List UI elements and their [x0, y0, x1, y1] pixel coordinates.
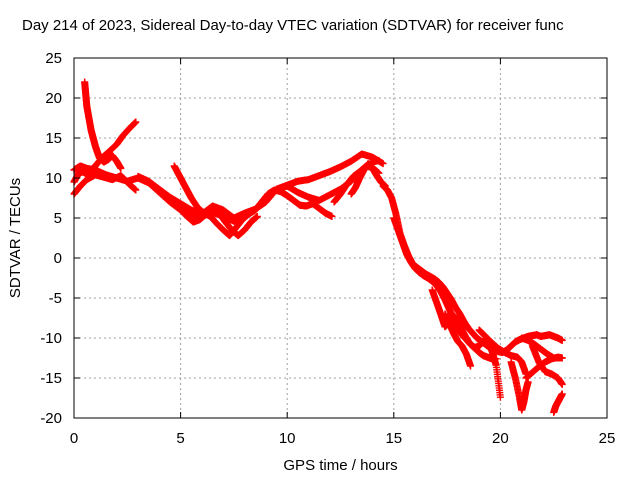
data-point	[496, 393, 504, 401]
y-tick-label: 20	[45, 90, 62, 107]
y-axis-label: SDTVAR / TECUs	[7, 178, 24, 298]
series-trace-6	[170, 162, 336, 240]
x-axis-label: GPS time / hours	[283, 457, 397, 474]
series-trace-10	[379, 182, 566, 356]
x-tick-label: 5	[176, 430, 184, 447]
data-point	[132, 118, 140, 126]
data-point	[375, 156, 383, 164]
y-tick-label: -20	[40, 410, 62, 427]
y-tick-label: 25	[45, 50, 62, 67]
data-point	[467, 362, 475, 370]
y-tick-label: -15	[40, 370, 62, 387]
data-point	[117, 164, 125, 172]
series-trace-15	[507, 358, 532, 414]
series-trace-17	[528, 342, 566, 388]
data-points	[70, 78, 566, 416]
x-tick-label: 0	[70, 430, 78, 447]
data-point	[558, 390, 566, 398]
data-point	[379, 160, 387, 168]
series-trace-1	[81, 78, 125, 172]
data-point	[328, 212, 336, 220]
data-point	[253, 212, 261, 220]
series-trace-9	[347, 160, 389, 198]
y-tick-label: -10	[40, 330, 62, 347]
x-tick-label: 25	[599, 430, 616, 447]
chart-title: Day 214 of 2023, Sidereal Day-to-day VTE…	[22, 17, 564, 34]
y-tick-label: 5	[54, 210, 62, 227]
data-point	[558, 336, 566, 344]
series-trace-19	[550, 390, 566, 416]
x-tick-label: 10	[279, 430, 296, 447]
x-tick-label: 20	[492, 430, 509, 447]
grid-lines	[74, 58, 607, 418]
y-tick-label: 0	[54, 250, 62, 267]
plot-frame	[73, 57, 608, 419]
series-trace-7	[177, 206, 261, 240]
axis-ticks: 0 5 10 15 20 25 -20 -15 -10 -5 0 5 10 15 20 25	[40, 50, 615, 447]
y-tick-label: 10	[45, 170, 62, 187]
y-tick-label: 15	[45, 130, 62, 147]
y-tick-label: -5	[49, 290, 62, 307]
x-tick-label: 15	[385, 430, 402, 447]
data-point	[132, 186, 140, 194]
series-trace-4	[70, 171, 140, 198]
series-trace-13	[441, 310, 475, 370]
series-trace-14	[475, 326, 530, 378]
series-trace-18	[522, 353, 566, 382]
data-point	[558, 354, 566, 362]
data-point	[558, 380, 566, 388]
